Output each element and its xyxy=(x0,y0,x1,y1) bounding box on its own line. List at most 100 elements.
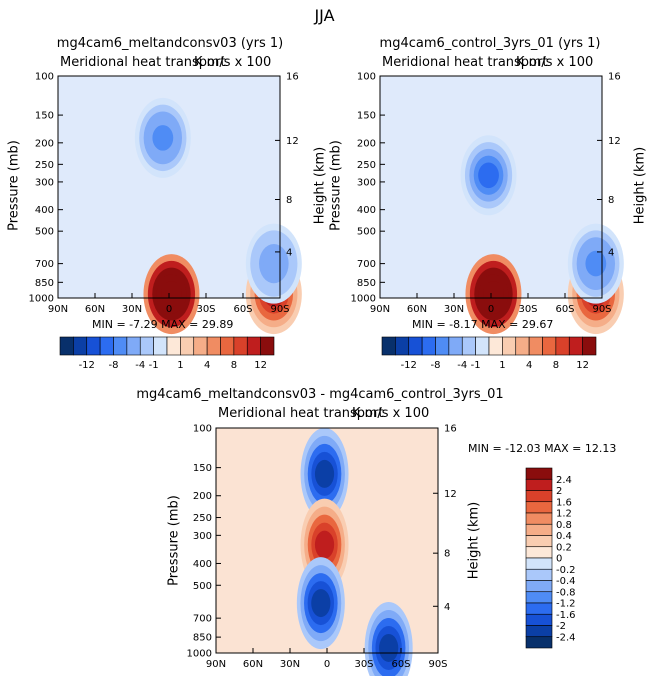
colorbar-label: -2 xyxy=(556,621,566,632)
panel1-subtitle: Meridional heat transport xyxy=(60,55,226,70)
colorbar-swatch xyxy=(525,636,553,649)
y-tick-label: 250 xyxy=(357,160,376,171)
panel1-plot: 90N 60N 30N 0 30S 60S 90S 100 150 200 250 300 400 500… xyxy=(29,72,302,335)
colorbar-label: -8 xyxy=(109,360,119,371)
colorbar-label: -0.4 xyxy=(556,576,576,587)
x-tick-label: 90S xyxy=(592,304,611,315)
panel2-ylabel: Pressure (mb) xyxy=(328,140,344,231)
y-tick-label: 300 xyxy=(193,531,212,542)
contour-blob xyxy=(379,633,399,662)
panel3-ylabel-right: Height (km) xyxy=(466,501,482,580)
y-tick-label: 850 xyxy=(35,278,54,289)
y-tick-label: 100 xyxy=(357,72,376,83)
colorbar-swatch xyxy=(525,535,553,548)
x-tick-label: 0 xyxy=(488,304,494,315)
x-tick-label: 60N xyxy=(407,304,427,315)
x-tick-label: 30N xyxy=(122,304,142,315)
y-tick-label: 400 xyxy=(35,205,54,216)
colorbar-swatch xyxy=(555,336,570,356)
page-title: JJA xyxy=(314,6,335,25)
colorbar-label: 1 xyxy=(499,360,505,371)
colorbar-swatch xyxy=(525,568,553,581)
colorbar-label: -1.6 xyxy=(556,610,576,621)
panel3-title: mg4cam6_meltandconsv03 - mg4cam6_control… xyxy=(136,387,504,402)
colorbar-label: -12 xyxy=(79,360,95,371)
panel3-units: K m/s x 100 xyxy=(352,406,430,421)
contour-blob xyxy=(263,250,285,277)
colorbar-label: 12 xyxy=(576,360,589,371)
colorbar-label: 0.2 xyxy=(556,542,572,553)
colorbar-swatch xyxy=(525,490,553,503)
colorbar-label: -4 xyxy=(135,360,145,371)
panel2-ylabel-right: Height (km) xyxy=(632,146,648,225)
colorbar-swatch xyxy=(220,336,235,356)
colorbar-label: 8 xyxy=(231,360,237,371)
y-tick-label: 200 xyxy=(35,138,54,149)
contour-blob xyxy=(314,530,335,559)
colorbar-swatch xyxy=(515,336,530,356)
colorbar-swatch xyxy=(113,336,128,356)
colorbar-label: 4 xyxy=(526,360,532,371)
panel3-subtitle: Meridional heat transport xyxy=(218,406,384,421)
colorbar-swatch xyxy=(488,336,503,356)
y-tick-label: 150 xyxy=(35,111,54,122)
y-right-tick-label: 8 xyxy=(444,549,450,560)
x-tick-label: 60N xyxy=(243,659,263,670)
y-tick-label: 150 xyxy=(193,463,212,474)
x-tick-label: 30N xyxy=(280,659,300,670)
colorbar-swatch xyxy=(568,336,583,356)
x-tick-label: 90N xyxy=(370,304,390,315)
colorbar-swatch xyxy=(525,602,553,615)
panel3-ylabel: Pressure (mb) xyxy=(166,495,182,586)
y-tick-label: 300 xyxy=(357,177,376,188)
panel2-title: mg4cam6_control_3yrs_01 (yrs 1) xyxy=(379,36,601,51)
colorbar-swatch xyxy=(525,478,553,491)
colorbar-swatch xyxy=(502,336,517,356)
x-tick-label: 90N xyxy=(48,304,68,315)
colorbar-swatch xyxy=(166,336,181,356)
colorbar-swatch xyxy=(582,336,597,356)
x-tick-label: 90S xyxy=(270,304,289,315)
x-tick-label: 60S xyxy=(555,304,574,315)
y-tick-label: 150 xyxy=(357,111,376,122)
colorbar-label: 2 xyxy=(556,486,562,497)
y-tick-label: 1000 xyxy=(351,294,376,305)
colorbar-swatch xyxy=(395,336,410,356)
x-tick-label: 60S xyxy=(391,659,410,670)
y-tick-label: 1000 xyxy=(187,649,212,660)
colorbar-label: 1.6 xyxy=(556,497,572,508)
colorbar-swatch xyxy=(525,512,553,525)
y-tick-label: 700 xyxy=(193,614,212,625)
colorbar-label: 0 xyxy=(556,554,562,565)
y-right-tick-label: 12 xyxy=(286,136,299,147)
colorbar-swatch xyxy=(528,336,543,356)
colorbar-swatch xyxy=(233,336,248,356)
contour-blob xyxy=(152,125,174,151)
colorbar-label: 1 xyxy=(177,360,183,371)
colorbar-swatch xyxy=(542,336,557,356)
y-tick-label: 200 xyxy=(357,138,376,149)
y-tick-label: 250 xyxy=(193,513,212,524)
colorbar-label: 2.4 xyxy=(556,475,572,486)
x-tick-label: 0 xyxy=(166,304,172,315)
y-right-tick-label: 8 xyxy=(608,195,614,206)
panel1-stats: MIN = -7.29 MAX = 29.89 xyxy=(92,318,234,331)
x-tick-label: 60N xyxy=(85,304,105,315)
colorbar-swatch xyxy=(153,336,168,356)
colorbar-swatch xyxy=(525,467,553,480)
colorbar-swatch xyxy=(246,336,261,356)
colorbar-swatch xyxy=(525,501,553,514)
colorbar-swatch xyxy=(525,613,553,626)
colorbar-label: -1.2 xyxy=(556,599,576,610)
y-tick-label: 700 xyxy=(35,259,54,270)
panel2-colorbar: -12 -8 -4 -1 1 4 8 12 xyxy=(381,336,597,371)
y-tick-label: 250 xyxy=(35,160,54,171)
panel2-subtitle: Meridional heat transport xyxy=(382,55,548,70)
panel2-stats: MIN = -8.17 MAX = 29.67 xyxy=(412,318,554,331)
colorbar-label: 4 xyxy=(204,360,210,371)
panel1-colorbar: -12 -8 -4 -1 1 4 8 12 xyxy=(59,336,275,371)
y-right-tick-label: 4 xyxy=(286,247,292,258)
colorbar-label: 0.8 xyxy=(556,520,572,531)
colorbar-swatch xyxy=(525,580,553,593)
colorbar-swatch xyxy=(126,336,141,356)
